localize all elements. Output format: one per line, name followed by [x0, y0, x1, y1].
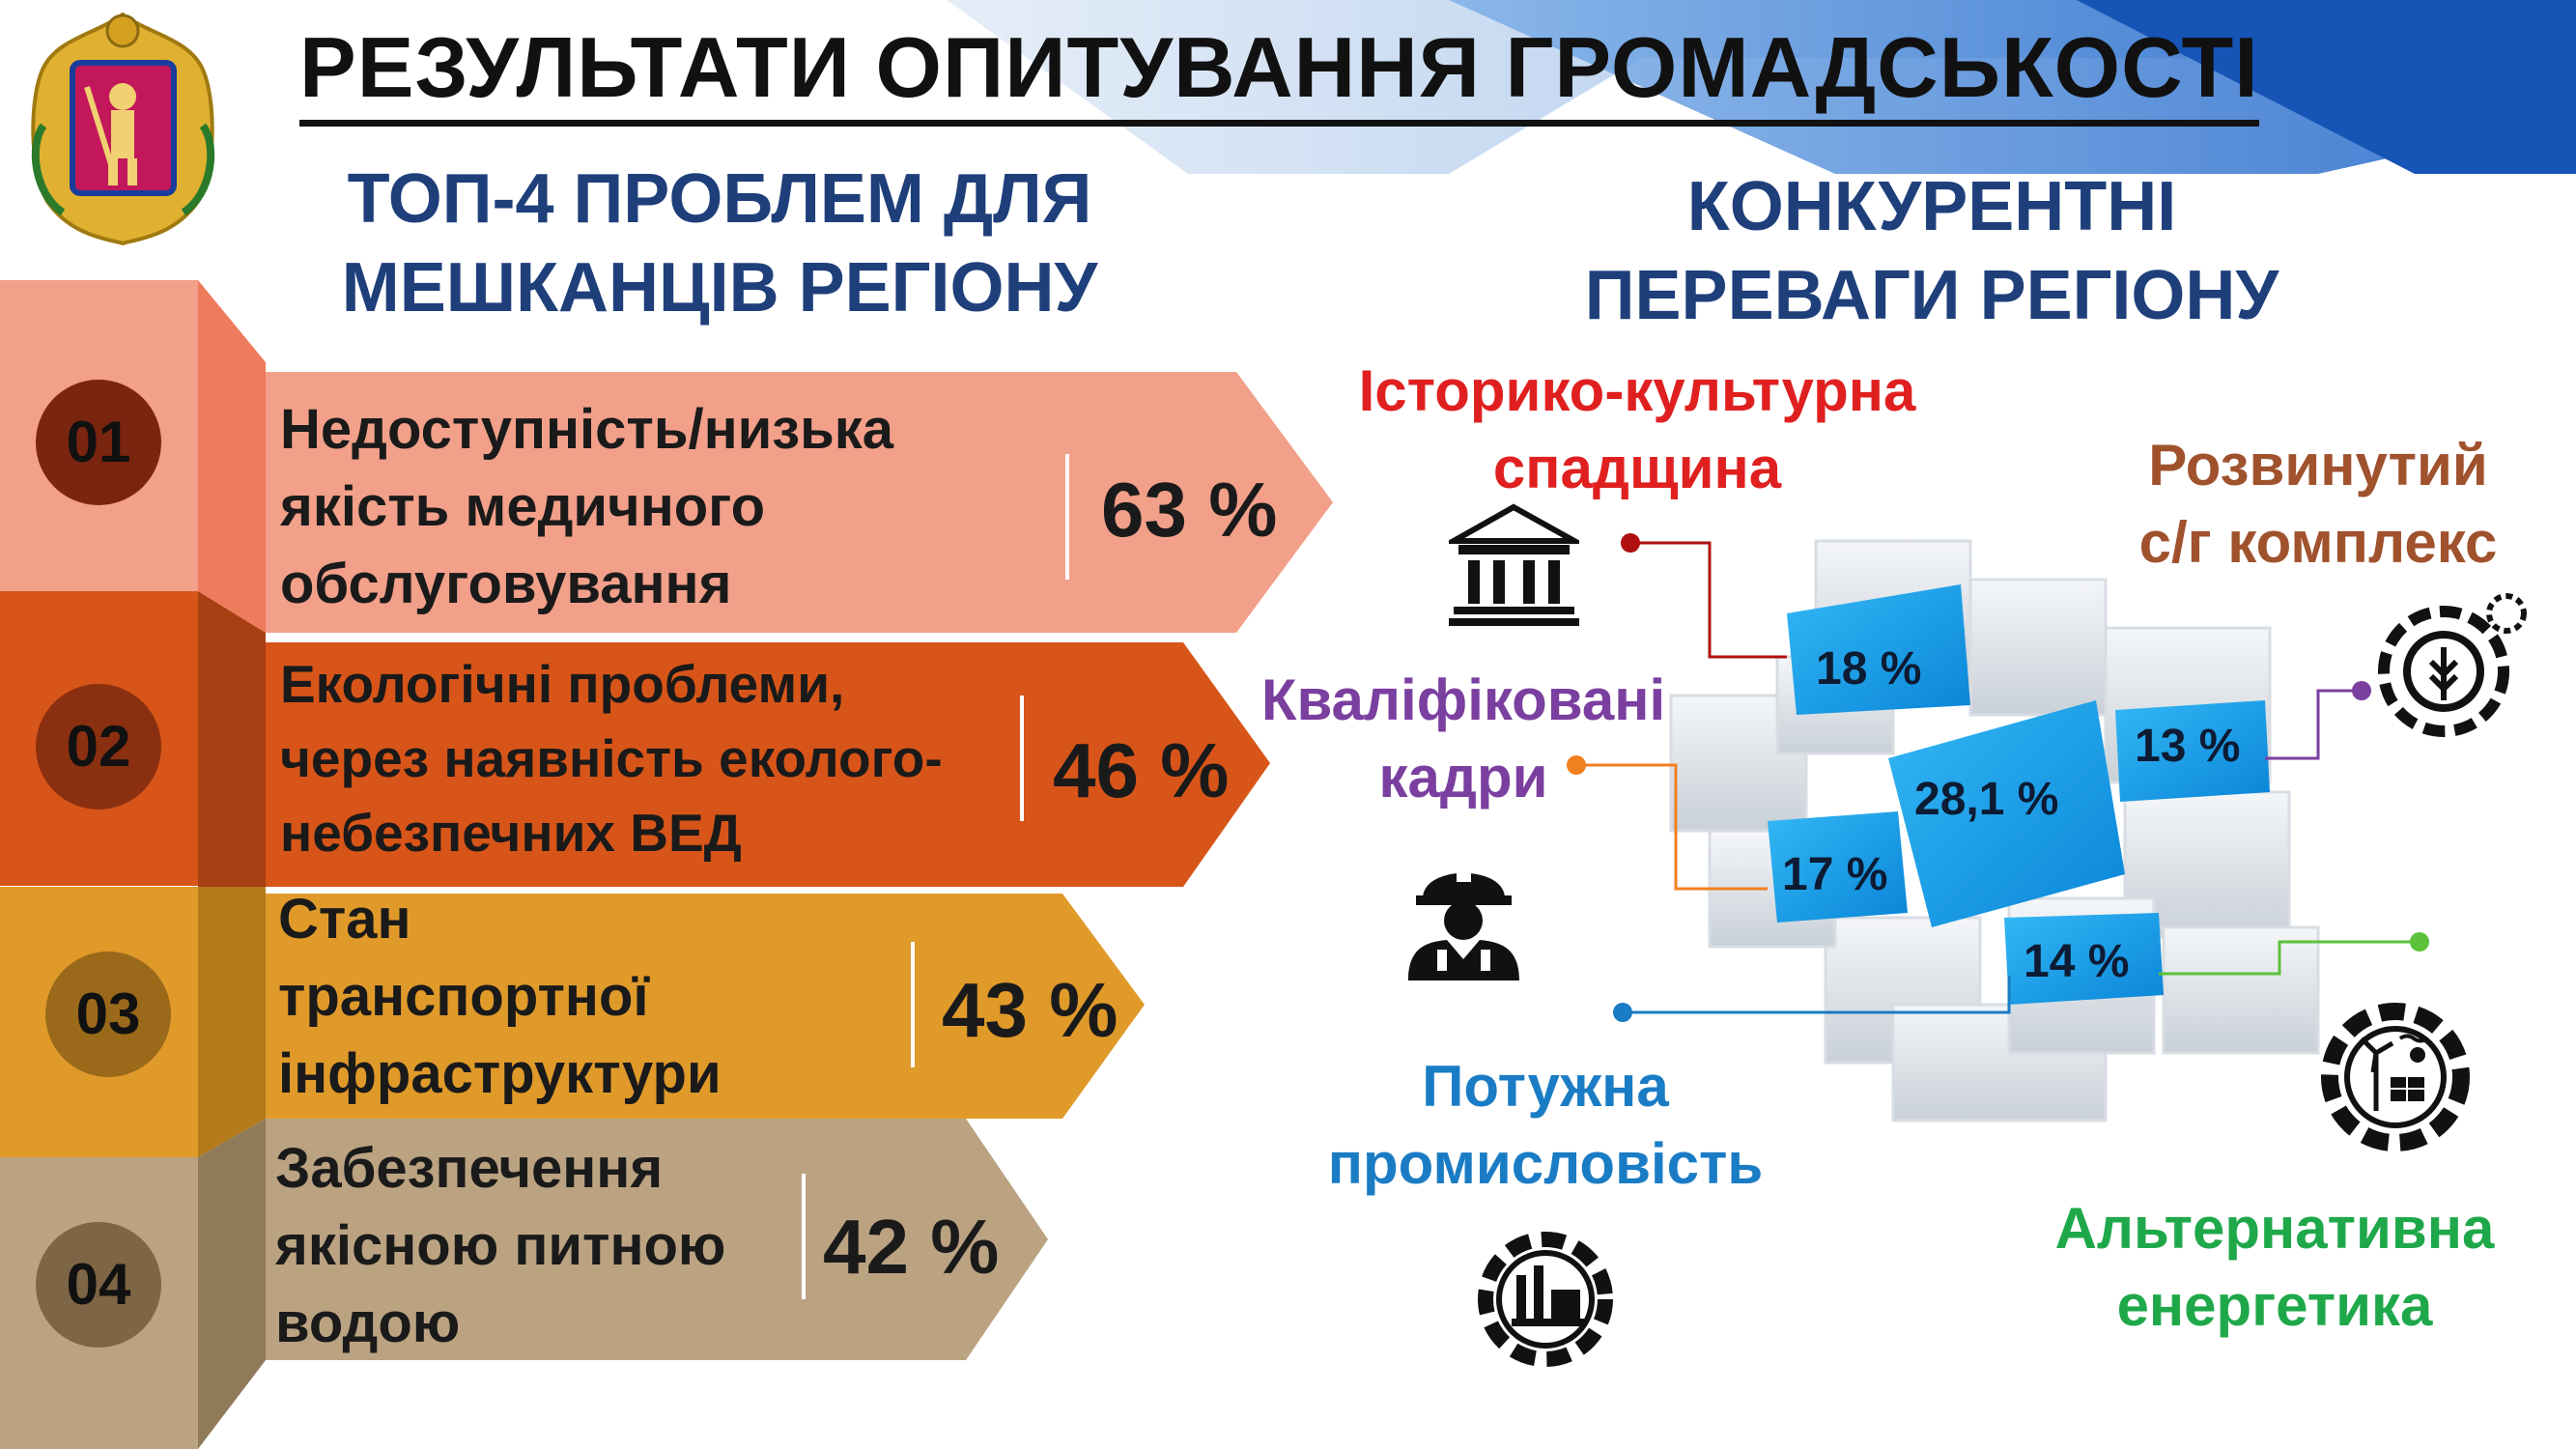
- cube-18: [1787, 584, 1970, 715]
- connector-energy: [2159, 940, 2420, 976]
- band-fold-04: [198, 1119, 266, 1449]
- factory-gear-icon: [1478, 1232, 1613, 1367]
- energy-gear-icon: [2321, 1003, 2470, 1151]
- advantages-heading-line2: ПЕРЕВАГИ РЕГІОНУ: [1584, 257, 2279, 334]
- band-fold-01: [198, 280, 266, 633]
- advantage-energy-line2: енергетика: [2116, 1273, 2433, 1338]
- advantage-agro-line1: Розвинутий: [2148, 433, 2488, 497]
- problem-number-02: 02: [36, 684, 161, 810]
- advantage-heritage-line1: Історико-культурна: [1358, 358, 1916, 423]
- cube-label-heritage: 18 %: [1816, 643, 1922, 695]
- problem-01-line1: Недоступність/низька: [280, 398, 894, 461]
- problem-02-line1: Екологічні проблеми,: [280, 654, 845, 714]
- problems-heading-line2: МЕШКАНЦІВ РЕГІОНУ: [341, 249, 1098, 327]
- problem-03-line2: транспортної: [278, 965, 649, 1028]
- advantages-heading-line1: КОНКУРЕНТНІ: [1686, 168, 2177, 245]
- problem-04-line2: якісною питною: [275, 1214, 726, 1277]
- connector-agro: [2265, 689, 2362, 760]
- problem-03-percent: 43 %: [942, 967, 1118, 1053]
- cube-label-center: 28,1 %: [1914, 774, 2059, 825]
- connector-industry: [1623, 976, 2011, 1014]
- coat-of-arms-logo: [31, 12, 215, 246]
- museum-icon: [1449, 503, 1579, 626]
- problem-02-line3: небезпечних ВЕД: [280, 803, 742, 863]
- band-arrow-03: [266, 894, 1145, 1119]
- advantages-heading: КОНКУРЕНТНІ ПЕРЕВАГИ РЕГІОНУ: [1487, 162, 2376, 340]
- cube-label-workers: 17 %: [1782, 849, 1888, 900]
- page-title: РЕЗУЛЬТАТИ ОПИТУВАННЯ ГРОМАДСЬКОСТІ: [299, 19, 2259, 127]
- cube-17: [1768, 811, 1908, 923]
- band-arrow-02: [266, 642, 1270, 887]
- problem-number-01: 01: [36, 380, 161, 505]
- advantage-workers-line1: Кваліфіковані: [1260, 668, 1666, 732]
- advantage-industry-line2: промисловість: [1327, 1131, 1764, 1196]
- band-arrow-04: [266, 1119, 1048, 1360]
- problem-02-percent: 46 %: [1053, 727, 1230, 813]
- problems-heading-line1: ТОП-4 ПРОБЛЕМ ДЛЯ: [347, 160, 1092, 238]
- advantage-industry: Потужна промисловість: [1285, 1048, 1806, 1203]
- cube-13: [2115, 700, 2270, 802]
- cube-28: [1888, 700, 2125, 927]
- connector-workers: [1576, 763, 1768, 891]
- problem-03-text: Стан транспортної інфраструктури: [278, 881, 722, 1113]
- advantage-agro-line2: с/г комплекс: [2138, 510, 2498, 575]
- advantage-heritage: Історико-культурна спадщина: [1323, 353, 1951, 507]
- advantage-agro: Розвинутий с/г комплекс: [2077, 427, 2560, 582]
- problem-01-line2: якість медичного: [280, 475, 766, 538]
- worker-icon: [1408, 863, 1519, 980]
- problem-04-percent: 42 %: [823, 1204, 1000, 1290]
- advantage-energy: Альтернативна енергетика: [2019, 1190, 2531, 1345]
- problem-number-04: 04: [36, 1222, 161, 1348]
- problem-01-text: Недоступність/низька якість медичного об…: [280, 391, 893, 623]
- problem-02-text: Екологічні проблеми, через наявність еко…: [280, 647, 943, 870]
- agro-gear-icon: [2378, 593, 2527, 737]
- advantage-workers: Кваліфіковані кадри: [1227, 662, 1700, 816]
- problem-03-line1: Стан: [278, 888, 411, 951]
- problem-01-percent: 63 %: [1101, 467, 1278, 553]
- problem-01-line3: обслуговування: [280, 553, 732, 615]
- connector-heritage: [1630, 541, 1787, 659]
- advantage-workers-line2: кадри: [1378, 745, 1548, 810]
- problem-04-text: Забезпечення якісною питною водою: [275, 1130, 725, 1362]
- problem-02-line2: через наявність еколого-: [280, 728, 943, 788]
- cube-14: [2004, 913, 2164, 1005]
- problem-03-line3: інфраструктури: [278, 1042, 722, 1105]
- cube-label-energy: 14 %: [2024, 936, 2130, 987]
- problem-04-line3: водою: [275, 1292, 461, 1354]
- problem-number-03: 03: [45, 952, 171, 1077]
- advantage-heritage-line2: спадщина: [1492, 436, 1782, 500]
- cube-label-agro: 13 %: [2135, 721, 2241, 772]
- advantage-industry-line1: Потужна: [1422, 1054, 1669, 1119]
- advantage-energy-line1: Альтернативна: [2054, 1196, 2495, 1261]
- problems-heading: ТОП-4 ПРОБЛЕМ ДЛЯ МЕШКАНЦІВ РЕГІОНУ: [261, 155, 1178, 332]
- problem-04-line1: Забезпечення: [275, 1137, 664, 1200]
- band-fold-03: [198, 887, 266, 1157]
- band-fold-02: [198, 591, 266, 887]
